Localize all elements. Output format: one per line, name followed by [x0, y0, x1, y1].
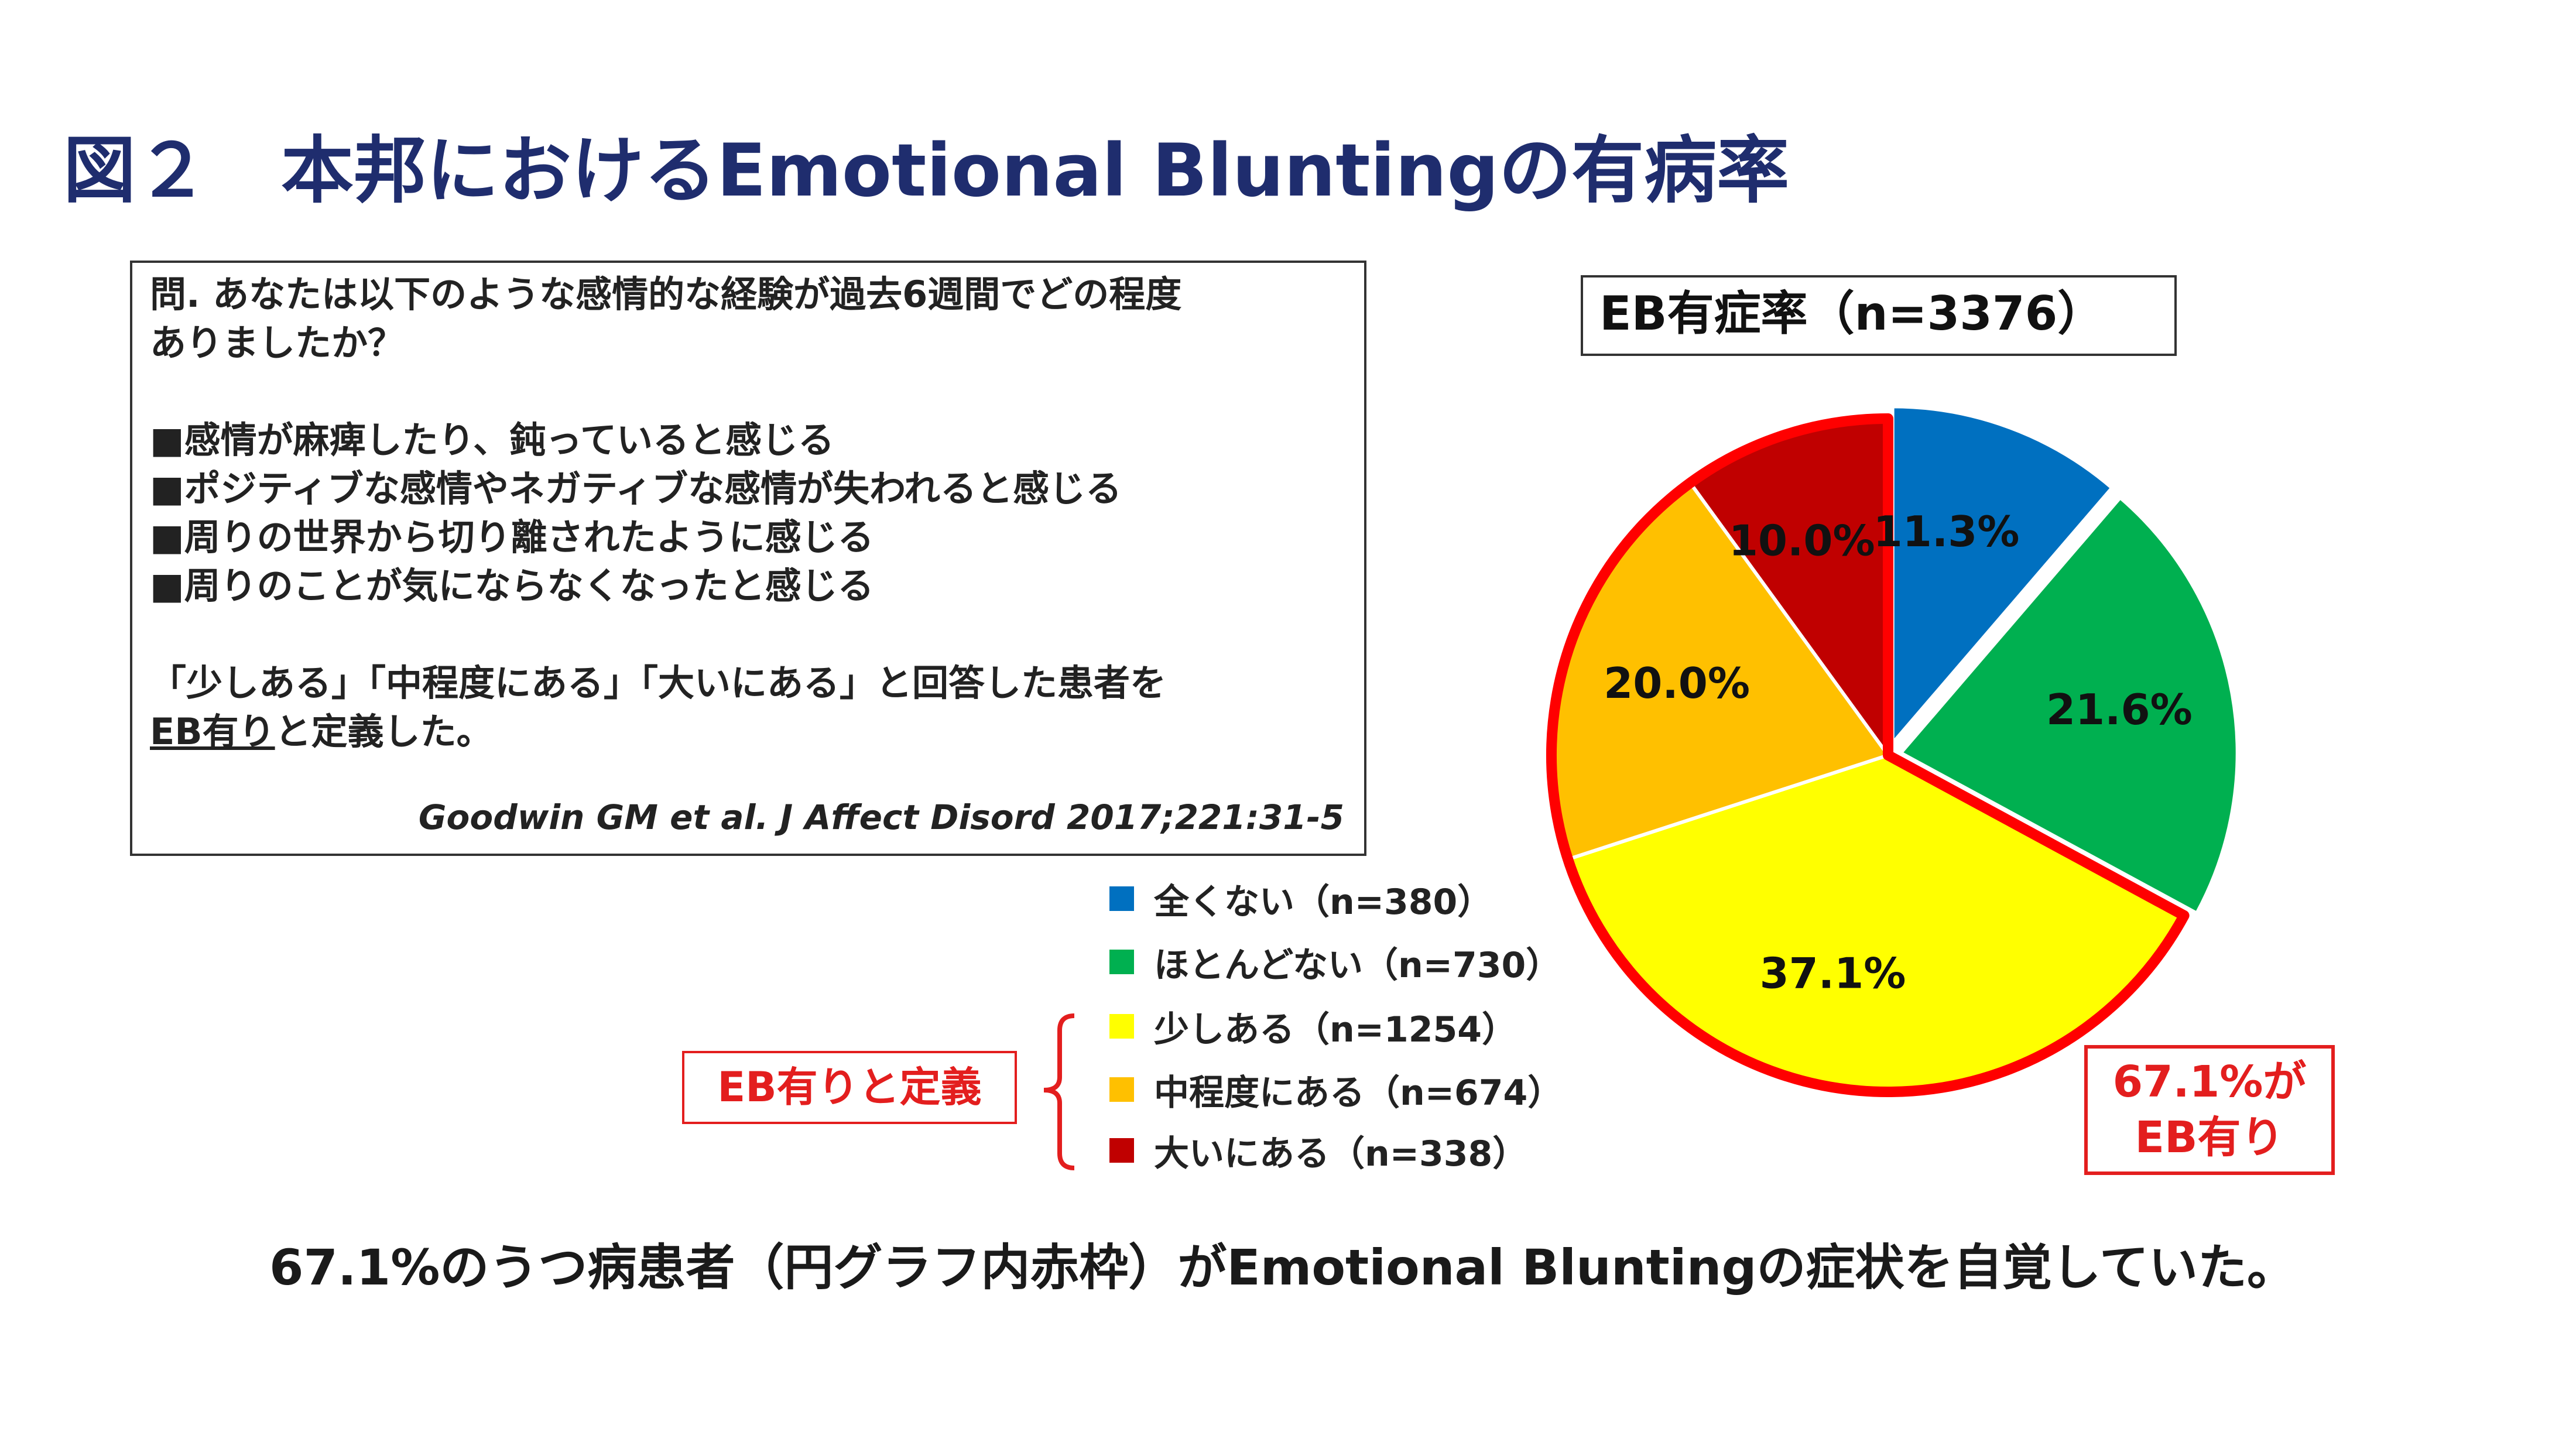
- symptom-item: ■周りの世界から切り離されたように感じる: [150, 516, 874, 559]
- pie-slice-label: 11.3%: [1873, 507, 2020, 556]
- eb-underlined-term: EB有り: [150, 710, 275, 753]
- question-text: 問. あなたは以下のような感情的な経験が過去6週間でどの程度 ありましたか？ ■…: [150, 270, 1356, 756]
- legend-label: 大いにある（n=338）: [1154, 1133, 1528, 1174]
- eb-highlight-outline: [1546, 413, 2190, 1097]
- conclusion: 67.1%のうつ病患者（円グラフ内赤枠）がEmotional Bluntingの…: [269, 1239, 2296, 1296]
- legend-item: 中程度にある（n=674）: [1109, 1069, 1563, 1114]
- eb-definition-label: EB有りと定義: [682, 1051, 1017, 1124]
- definition-line-2: EB有りと定義した。: [150, 707, 1356, 756]
- eb-rate-line: 67.1%が: [2112, 1057, 2307, 1107]
- question-box: 問. あなたは以下のような感情的な経験が過去6週間でどの程度 ありましたか？ ■…: [130, 261, 1366, 856]
- pie-slice-label: 37.1%: [1760, 948, 1906, 998]
- legend-label: 全くない（n=380）: [1154, 881, 1493, 923]
- legend-item: 大いにある（n=338）: [1109, 1130, 1527, 1174]
- citation: Goodwin GM et al. J Affect Disord 2017;2…: [418, 797, 1344, 837]
- symptom-item: ■ポジティブな感情やネガティブな感情が失われると感じる: [150, 467, 1122, 510]
- legend-swatch: [1109, 950, 1134, 974]
- page-title: 図２ 本邦におけるEmotional Bluntingの有病率: [63, 129, 1790, 213]
- eb-outline-path: [1546, 413, 2190, 1097]
- definition-line: 「少しある」「中程度にある」「大いにある」と回答した患者を: [150, 662, 1167, 704]
- legend-label: ほとんどない（n=730）: [1154, 944, 1561, 986]
- pie-slice: [1897, 495, 2239, 916]
- chart-title: EB有症率（n=3376）: [1581, 275, 2177, 356]
- pie-slice-label: 21.6%: [2046, 685, 2193, 734]
- definition-rest: と定義した。: [275, 710, 493, 753]
- legend-item: 少しある（n=1254）: [1109, 1006, 1517, 1050]
- legend-swatch: [1109, 1077, 1134, 1102]
- symptom-item: ■周りのことが気にならなくなったと感じる: [150, 564, 874, 607]
- pie-slice-label: 10.0%: [1729, 516, 1875, 566]
- legend-label: 少しある（n=1254）: [1154, 1009, 1517, 1050]
- legend-item: ほとんどない（n=730）: [1109, 941, 1561, 986]
- legend-item: 全くない（n=380）: [1109, 878, 1492, 923]
- question-line: 問. あなたは以下のような感情的な経験が過去6週間でどの程度: [150, 273, 1182, 316]
- legend-swatch: [1109, 1138, 1134, 1163]
- eb-rate-line: EB有り: [2135, 1112, 2284, 1163]
- brace-path: [1043, 1013, 1075, 1170]
- pie-labels: 11.3% 21.6% 37.1% 20.0% 10.0%: [1604, 507, 2193, 998]
- eb-rate-callout: 67.1%が EB有り: [2084, 1045, 2335, 1175]
- legend-swatch: [1109, 886, 1134, 911]
- pie-slice-label: 20.0%: [1604, 659, 1750, 708]
- legend-swatch: [1109, 1014, 1134, 1039]
- pie-slice: [1890, 405, 2115, 748]
- question-line: ありましたか？: [150, 321, 405, 364]
- legend-label: 中程度にある（n=674）: [1154, 1072, 1563, 1114]
- symptom-item: ■感情が麻痺したり、鈍っていると感じる: [150, 419, 834, 461]
- pie-slices: [1550, 405, 2239, 1094]
